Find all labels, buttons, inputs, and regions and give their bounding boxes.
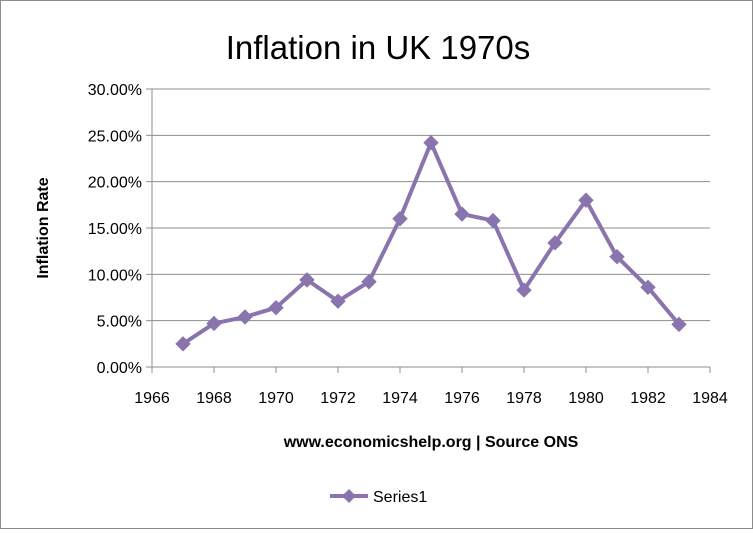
y-tick-label: 30.00% [88,82,142,99]
data-point-marker [485,212,501,229]
y-axis-label: Inflation Rate [35,177,52,278]
y-tick-label: 5.00% [97,314,142,331]
data-point-marker [454,206,470,222]
x-tick-label: 1980 [568,390,604,407]
data-point-marker [268,299,284,316]
data-point-marker [330,293,346,309]
data-point-marker [547,235,563,251]
x-tick-label: 1984 [692,390,728,407]
data-point-marker [671,316,687,333]
data-point-marker [237,309,253,325]
axes [151,89,711,373]
x-tick-label: 1972 [320,390,356,407]
data-point-marker [578,192,594,208]
chart-title: Inflation in UK 1970s [226,29,531,66]
x-tick-label: 1966 [134,390,170,407]
x-axis-label: www.economicshelp.org | Source ONS [283,434,579,451]
x-tick-label: 1968 [196,390,232,407]
legend-series-label: Series1 [373,489,427,506]
x-tick-label: 1974 [382,390,418,407]
gridlines [146,88,710,368]
data-point-marker [609,249,625,265]
y-tick-label: 15.00% [88,221,142,238]
data-point-marker [175,336,191,352]
data-point-marker [299,272,315,288]
y-tick-label: 10.00% [88,267,142,284]
legend: Series1 [330,489,427,506]
y-tick-label: 0.00% [97,360,142,377]
y-tick-label: 20.00% [88,175,142,192]
x-tick-labels: 1966 1968 1970 1972 1974 1976 1978 1980 1982 1984 [134,390,728,407]
x-tick-label: 1970 [258,390,294,407]
series-layer [175,135,687,352]
data-point-marker [640,279,656,296]
data-point-marker [392,211,408,227]
data-point-marker [516,282,532,298]
x-tick-label: 1976 [444,390,480,407]
data-point-marker [206,315,222,332]
x-tick-label: 1982 [630,390,666,407]
legend-diamond-marker [342,489,356,503]
y-tick-labels: 0.00% 5.00% 10.00% 15.00% 20.00% 25.00% 30.00% [88,82,142,377]
x-tick-label: 1978 [506,390,542,407]
series-line [181,140,681,346]
data-point-marker [423,135,439,151]
y-tick-label: 25.00% [88,128,142,145]
data-point-marker [361,274,377,290]
